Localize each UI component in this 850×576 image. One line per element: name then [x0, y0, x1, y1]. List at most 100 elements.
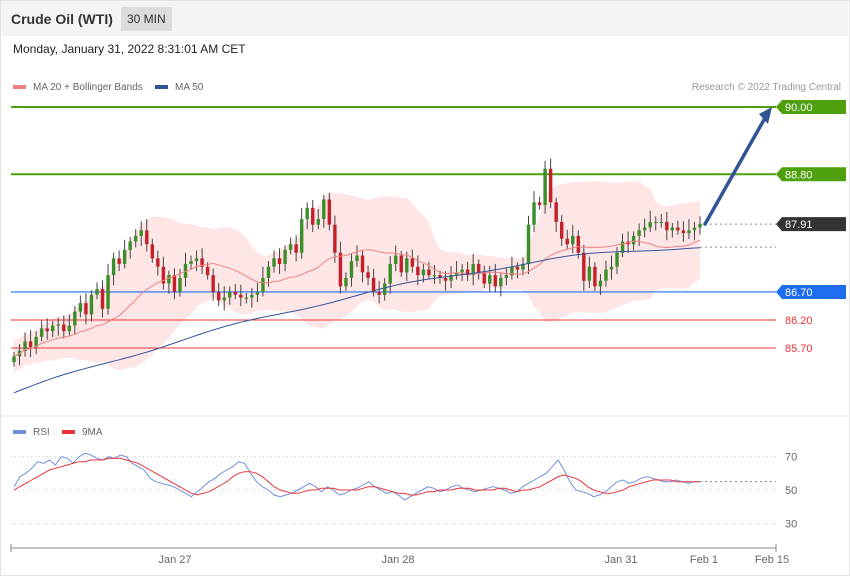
candle-body: [28, 341, 33, 347]
bollinger-band-area: [14, 181, 700, 373]
candle-body: [316, 219, 320, 225]
candle-body: [311, 207, 315, 225]
candle-body: [676, 227, 680, 231]
rsi-ma-legend-swatch: [62, 430, 75, 434]
candle-body: [122, 249, 127, 264]
candle-body: [421, 269, 426, 276]
candle-body: [200, 258, 204, 267]
candle-body: [239, 294, 243, 298]
rsi-legend-label: RSI: [33, 427, 50, 438]
candle-body: [167, 275, 171, 284]
candle-body: [493, 275, 498, 287]
candle-body: [84, 303, 88, 315]
candle-body: [637, 230, 641, 236]
candle-body: [416, 266, 420, 276]
candle-body: [145, 230, 149, 245]
candle-body: [460, 269, 464, 273]
candle-body: [587, 266, 592, 281]
candle-body: [266, 266, 271, 278]
candle-body: [322, 199, 326, 220]
candle-body: [133, 235, 138, 242]
candle-body: [255, 291, 260, 295]
ma20-legend-label: MA 20 + Bollinger Bands: [33, 82, 143, 93]
candle-body: [189, 261, 193, 264]
moving-averages: [13, 239, 701, 394]
candle-body: [598, 280, 603, 287]
candle-body: [515, 266, 520, 270]
candle-body: [360, 255, 365, 273]
candle-body: [681, 230, 686, 234]
candle-body: [698, 224, 702, 228]
timeframe-badge[interactable]: 30 MIN: [121, 7, 172, 31]
candle-body: [665, 221, 669, 231]
candle-body: [156, 258, 160, 267]
candle-body: [172, 275, 177, 292]
candle-body: [150, 244, 155, 259]
candle-body: [344, 277, 348, 287]
rsi-legend-swatch: [13, 430, 26, 434]
candle-body: [67, 325, 72, 332]
candle-body: [571, 235, 575, 245]
candle-body: [283, 249, 287, 264]
candle-body: [366, 272, 370, 278]
candle-body: [139, 230, 143, 236]
price-levels: [11, 106, 776, 349]
candle-body: [371, 277, 376, 292]
candle-body: [499, 277, 503, 287]
candle-body: [410, 258, 415, 267]
rsi-pane: 70 50 30: [11, 452, 797, 530]
candle-body: [78, 303, 83, 312]
candle-body: [161, 266, 166, 284]
candle-body: [659, 221, 663, 224]
candle-body: [89, 294, 94, 315]
candle-body: [194, 258, 199, 262]
rsi-tick-50: 50: [785, 485, 797, 497]
candle-body: [670, 227, 675, 231]
candle-body: [471, 263, 475, 276]
candle-body: [405, 258, 409, 273]
candle-body: [488, 275, 492, 284]
candle-body: [443, 277, 448, 281]
x-tick-label: Jan 28: [381, 554, 414, 566]
x-tick-label: Feb 15: [755, 554, 789, 566]
candle-body: [620, 241, 625, 253]
candle-body: [388, 263, 392, 284]
candle-body: [631, 235, 636, 245]
candle-body: [504, 275, 509, 278]
candle-body: [399, 255, 403, 273]
candle-body: [609, 266, 614, 270]
candle-body: [51, 325, 55, 332]
candle-body: [554, 202, 558, 222]
candle-body: [106, 275, 110, 309]
candle-body: [56, 324, 60, 326]
candle-body: [128, 241, 132, 250]
candle-body: [692, 227, 697, 231]
candle-body: [648, 221, 652, 228]
candle-body: [12, 356, 16, 363]
bollinger-bands: [14, 181, 700, 373]
forecast-arrow-head: [759, 107, 772, 124]
credit-text: Research © 2022 Trading Central: [692, 82, 841, 93]
candle-body: [593, 266, 597, 287]
candle-body: [277, 258, 282, 264]
candle-body: [642, 227, 647, 231]
candle-body: [576, 235, 581, 253]
candle-body: [23, 341, 27, 351]
candle-body: [338, 252, 343, 287]
timestamp: Monday, January 31, 2022 8:31:01 AM CET: [13, 42, 246, 56]
candle-body: [382, 283, 387, 295]
level-tag-87-91: [776, 217, 846, 232]
instrument-title: Crude Oil (WTI): [11, 11, 113, 27]
ma20-legend-swatch: [13, 85, 26, 89]
level-label-86-20: 86.20: [785, 315, 813, 327]
candle-body: [355, 255, 359, 262]
candle-body: [582, 252, 586, 281]
level-tag-90-00: [776, 100, 846, 114]
candle-body: [615, 252, 619, 267]
candle-body: [465, 269, 470, 276]
candle-body: [216, 291, 221, 301]
level-label-85-70: 85.70: [785, 343, 813, 355]
candle-body: [299, 219, 304, 253]
candle-body: [211, 275, 215, 292]
candle-body: [34, 336, 38, 347]
